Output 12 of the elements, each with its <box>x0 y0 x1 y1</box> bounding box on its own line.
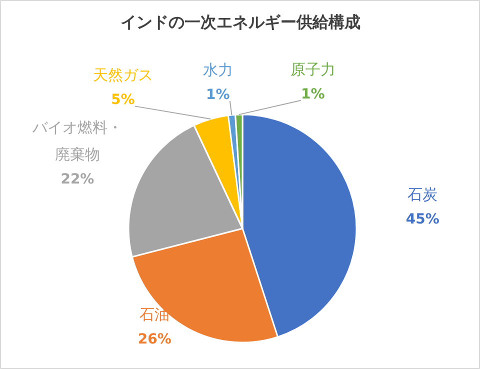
slice-label: 石炭 <box>408 185 438 204</box>
data-label: 22% <box>60 171 94 188</box>
slice-label: 水力 <box>202 60 233 79</box>
slice-label: 原子力 <box>290 60 336 78</box>
data-label: 45% <box>406 211 440 228</box>
slice-label: バイオ燃料・廃棄物 <box>31 118 122 164</box>
data-label: 1% <box>301 86 325 102</box>
slice-label: 天然ガス <box>92 66 153 84</box>
chart-title: インドの一次エネルギー供給構成 <box>120 12 360 32</box>
data-label: 26% <box>138 332 172 348</box>
data-label: 1% <box>206 86 230 103</box>
data-label: 5% <box>111 92 135 108</box>
